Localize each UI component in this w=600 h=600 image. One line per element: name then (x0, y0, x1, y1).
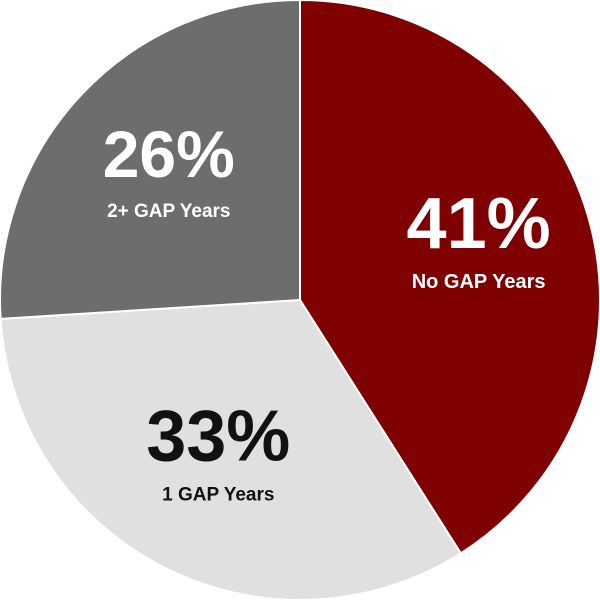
pie-slice-2-gap-years (0, 0, 301, 320)
slice-percent-label: 26% (103, 117, 235, 191)
slice-category-label: 2+ GAP Years (107, 201, 230, 222)
slice-category-label: 1 GAP Years (162, 484, 274, 505)
pie-slice-1-gap-years (0, 298, 463, 600)
slice-percent-label: 33% (146, 396, 290, 476)
slice-percent-label: 41% (407, 184, 551, 264)
pie-slice-no-gap-years (299, 0, 600, 555)
pie-labels: 41% No GAP Years 33% 1 GAP Years 26% 2+ GAP Y… (103, 117, 551, 506)
slice-category-label: No GAP Years (412, 271, 546, 293)
